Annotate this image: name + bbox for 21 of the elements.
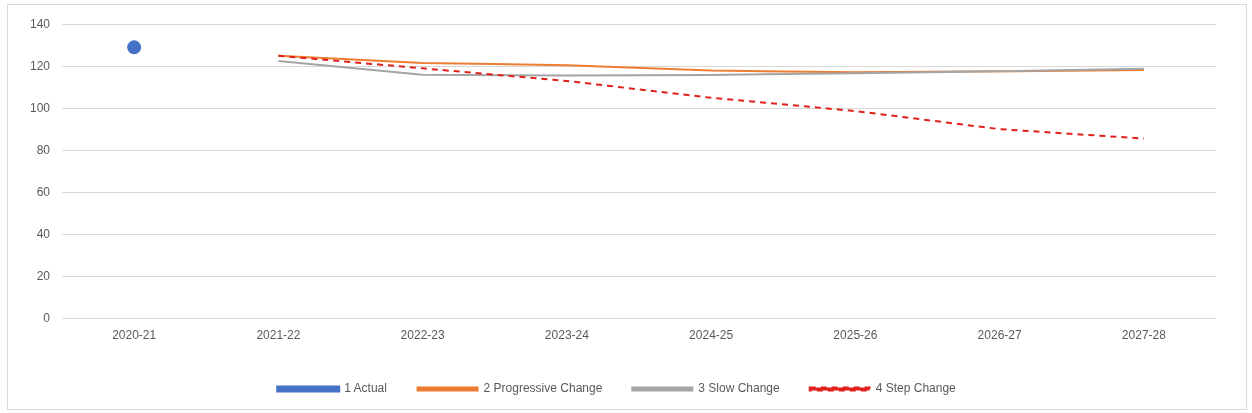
legend-label: 2 Progressive Change	[483, 381, 603, 396]
x-tick-label: 2027-28	[1121, 328, 1167, 343]
legend-label: 3 Slow Change	[698, 381, 781, 396]
y-tick-label: 80	[36, 142, 51, 157]
y-tick-label: 0	[43, 310, 51, 325]
x-tick-label: 2021-22	[256, 328, 301, 343]
y-tick-label: 40	[36, 226, 51, 241]
x-tick-label: 2020-21	[112, 328, 157, 343]
y-tick-label: 60	[36, 184, 51, 199]
y-tick-label: 100	[29, 100, 51, 115]
x-tick-label: 2026-27	[977, 328, 1022, 343]
x-tick-label: 2023-24	[544, 328, 590, 343]
y-tick-label: 120	[29, 58, 51, 73]
legend-label: 4 Step Change	[875, 381, 957, 396]
legend-label: 1 Actual	[344, 381, 387, 396]
x-tick-label: 2024-25	[689, 328, 734, 343]
x-tick-label: 2022-23	[400, 328, 445, 343]
y-tick-label: 20	[36, 268, 51, 283]
x-tick-label: 2025-26	[833, 328, 878, 343]
line-series	[277, 54, 1145, 140]
y-tick-label: 140	[29, 16, 51, 31]
